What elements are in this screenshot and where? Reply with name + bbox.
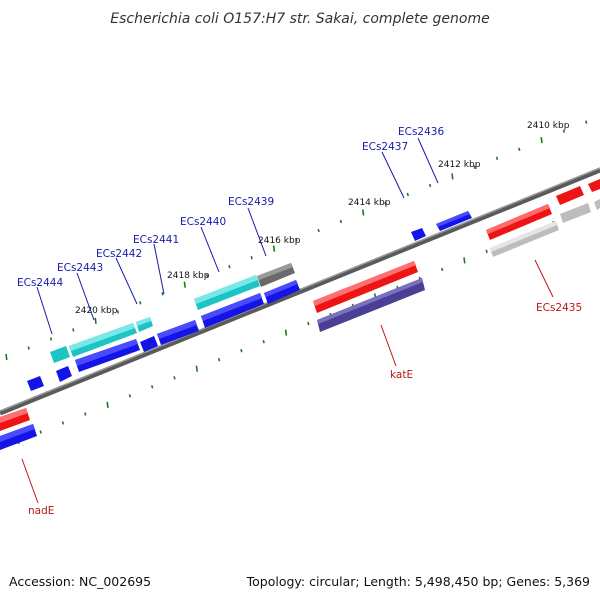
upper-scale-tick <box>27 346 30 350</box>
gene-labels: ECs2436 ECs2437 ECs2439 ECs2440 ECs2441 … <box>17 126 582 517</box>
lower-scale-tick <box>128 394 132 398</box>
gene-block-blue-f[interactable] <box>56 366 72 382</box>
upper-scale-tick <box>228 264 231 269</box>
lower-scale-tick <box>61 421 65 425</box>
gene-block-katE[interactable] <box>317 278 425 332</box>
scale-label-2416: 2416 kbp <box>258 236 301 246</box>
upper-scale-tick <box>139 301 142 305</box>
upper-scale-tick <box>562 129 566 133</box>
gene-label-ECs2437[interactable]: ECs2437 <box>362 141 408 153</box>
gene-block-katE-red[interactable] <box>313 261 418 313</box>
gene-block-blue-b[interactable] <box>201 293 264 328</box>
upper-scale-tick <box>272 245 276 252</box>
upper-scale-tick <box>250 255 253 260</box>
upper-scale-tick <box>317 228 320 233</box>
lower-scale-tick <box>151 385 154 389</box>
page-title: Escherichia coli O157:H7 str. Sakai, com… <box>110 11 489 27</box>
genome-backbone <box>0 167 600 416</box>
upper-scale-tick <box>473 165 476 170</box>
gene-block-ECs2440[interactable] <box>194 275 260 310</box>
upper-scale-tick <box>362 209 365 216</box>
gene-label-nadE[interactable]: nadE <box>28 505 54 517</box>
upper-scale-tick <box>183 281 186 288</box>
lower-scale-tick <box>106 401 109 409</box>
gene-block-red-2[interactable] <box>556 186 584 205</box>
upper-scale-tick <box>161 292 164 296</box>
upper-scale-tick <box>451 173 454 180</box>
gene-block-ECs2443[interactable] <box>69 323 137 357</box>
lower-scale-tick <box>84 412 87 416</box>
upper-scale-tick <box>94 317 97 325</box>
gene-block-gray-2[interactable] <box>560 203 591 223</box>
scale-label-2420: 2420 kbp <box>75 306 118 316</box>
gene-block-gray-3[interactable] <box>594 199 600 210</box>
upper-scale-tick <box>116 310 120 314</box>
lower-scale-tick <box>485 249 488 254</box>
genome-stats-text: Topology: circular; Length: 5,498,450 bp… <box>246 574 590 589</box>
gene-block-blue-e[interactable] <box>75 339 140 372</box>
gene-features <box>0 179 600 450</box>
upper-scale-tick <box>295 237 298 242</box>
gene-label-ECs2440[interactable]: ECs2440 <box>180 216 226 228</box>
gene-block-red-3[interactable] <box>588 179 600 192</box>
upper-scale-tick <box>585 120 588 124</box>
gene-label-katE[interactable]: katE <box>390 369 413 381</box>
lower-scale-tick <box>217 357 221 362</box>
lower-scale-tick <box>195 365 198 372</box>
upper-scale-ticks <box>5 120 588 361</box>
lower-scale-tick <box>307 321 310 326</box>
gene-label-ECs2443[interactable]: ECs2443 <box>57 262 103 274</box>
scale-labels: 2410 kbp 2412 kbp 2414 kbp 2416 kbp 2418… <box>75 121 570 316</box>
upper-scale-tick <box>72 328 75 332</box>
lower-scale-tick <box>440 267 444 272</box>
gene-block-ECs2435[interactable] <box>490 221 559 257</box>
gene-label-ECs2435[interactable]: ECs2435 <box>536 302 582 314</box>
gene-label-ECs2439[interactable]: ECs2439 <box>228 196 274 208</box>
lower-scale-tick <box>39 430 42 434</box>
gene-block-ECs2437[interactable] <box>411 228 426 241</box>
upper-scale-tick <box>540 137 543 144</box>
upper-scale-tick <box>428 183 432 188</box>
gene-block-blue-a[interactable] <box>264 280 300 304</box>
upper-scale-tick <box>5 353 8 361</box>
gene-label-leaders <box>21 137 554 504</box>
gene-label-ECs2442[interactable]: ECs2442 <box>96 248 142 260</box>
upper-scale-tick <box>495 156 499 161</box>
lower-scale-tick <box>463 257 466 264</box>
upper-scale-tick <box>49 337 53 341</box>
scale-label-2410: 2410 kbp <box>527 121 570 131</box>
upper-scale-tick <box>384 201 387 206</box>
scale-label-2412: 2412 kbp <box>438 160 481 170</box>
gene-block-red-nadE[interactable] <box>0 408 30 431</box>
gene-block-blue-c[interactable] <box>157 320 199 345</box>
gene-block-ECs2444[interactable] <box>50 346 70 363</box>
gene-block-blue-d[interactable] <box>140 336 158 352</box>
gene-block-ECs2442[interactable] <box>136 317 153 332</box>
lower-scale-tick <box>284 329 288 336</box>
gene-block-nadE[interactable] <box>0 424 37 450</box>
gene-block-ECs2436[interactable] <box>436 211 472 231</box>
scale-label-2414: 2414 kbp <box>348 198 391 208</box>
upper-scale-tick <box>406 192 409 197</box>
scale-label-2418: 2418 kbp <box>167 271 210 281</box>
gene-label-ECs2441[interactable]: ECs2441 <box>133 234 179 246</box>
upper-scale-tick <box>205 273 209 278</box>
lower-scale-tick <box>262 339 265 344</box>
gene-block-blue-g[interactable] <box>27 376 44 391</box>
accession-text: Accession: NC_002695 <box>9 574 151 589</box>
lower-scale-tick <box>240 348 243 353</box>
gene-label-ECs2436[interactable]: ECs2436 <box>398 126 444 138</box>
gene-block-ECs2439[interactable] <box>257 263 295 287</box>
gene-label-ECs2444[interactable]: ECs2444 <box>17 277 63 289</box>
upper-scale-tick <box>518 147 521 152</box>
gene-block-red-1[interactable] <box>486 204 552 240</box>
upper-scale-tick <box>339 219 343 224</box>
lower-scale-tick <box>173 376 176 380</box>
